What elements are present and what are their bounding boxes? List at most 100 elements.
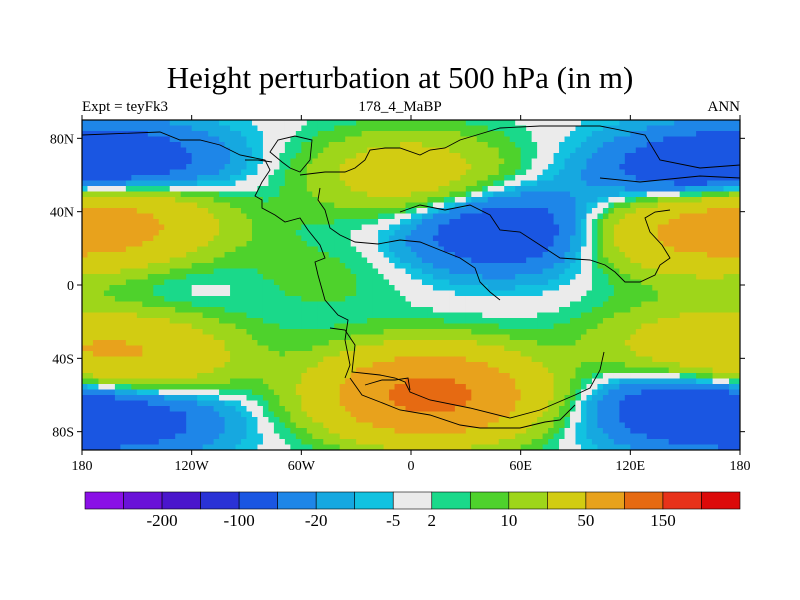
field-cell — [251, 202, 259, 209]
field-cell — [350, 241, 357, 248]
field-cell — [197, 312, 204, 319]
field-cell — [465, 213, 472, 220]
field-cell — [548, 219, 555, 226]
field-cell — [427, 268, 434, 275]
field-cell — [131, 252, 138, 259]
field-cell — [136, 307, 143, 314]
field-cell — [635, 334, 642, 341]
field-cell — [718, 147, 725, 154]
field-cell — [498, 224, 505, 231]
field-cell — [548, 180, 555, 187]
field-cell — [262, 312, 270, 319]
field-cell — [641, 296, 648, 303]
field-cell — [668, 186, 675, 193]
field-cell — [180, 120, 187, 127]
field-cell — [515, 301, 522, 308]
field-cell — [92, 224, 100, 231]
field-cell — [432, 323, 440, 330]
field-cell — [82, 263, 89, 270]
field-cell — [361, 285, 368, 292]
field-cell — [504, 307, 511, 314]
field-cell — [312, 120, 319, 127]
field-cell — [92, 213, 100, 220]
field-cell — [323, 345, 330, 352]
field-cell — [580, 153, 588, 160]
field-cell — [367, 213, 374, 220]
field-cell — [208, 279, 215, 286]
field-cell — [509, 153, 516, 160]
field-cell — [531, 208, 538, 215]
field-cell — [230, 208, 237, 215]
field-cell — [460, 158, 467, 165]
field-cell — [734, 142, 740, 149]
field-cell — [339, 186, 346, 193]
field-cell — [531, 164, 538, 171]
field-cell — [586, 274, 593, 281]
field-cell — [180, 224, 187, 231]
field-cell — [87, 142, 94, 149]
field-cell — [208, 285, 215, 292]
field-cell — [372, 268, 379, 275]
field-cell — [109, 136, 116, 143]
field-cell — [323, 224, 330, 231]
field-cell — [290, 235, 297, 242]
field-cell — [504, 208, 511, 215]
field-cell — [646, 235, 653, 242]
field-cell — [142, 197, 149, 204]
field-cell — [729, 318, 736, 325]
field-cell — [394, 285, 401, 292]
field-cell — [323, 268, 330, 275]
field-cell — [389, 285, 396, 292]
field-cell — [82, 274, 89, 281]
field-cell — [575, 120, 582, 127]
field-cell — [471, 197, 478, 204]
field-cell — [718, 175, 725, 182]
field-cell — [273, 241, 280, 248]
field-cell — [334, 208, 341, 215]
field-cell — [191, 164, 198, 171]
field-cell — [438, 169, 445, 176]
field-cell — [723, 197, 730, 204]
field-cell — [504, 296, 511, 303]
field-cell — [690, 202, 697, 209]
field-cell — [471, 175, 478, 182]
field-cell — [586, 208, 593, 215]
field-cell — [361, 345, 368, 352]
field-cell — [608, 246, 615, 253]
field-cell — [701, 285, 708, 292]
field-cell — [235, 169, 242, 176]
field-cell — [378, 131, 385, 138]
field-cell — [235, 307, 242, 314]
field-cell — [279, 241, 286, 248]
field-cell — [389, 191, 396, 198]
field-cell — [537, 323, 544, 330]
field-cell — [537, 197, 544, 204]
field-cell — [586, 230, 593, 237]
field-cell — [619, 131, 626, 138]
field-cell — [734, 197, 740, 204]
field-cell — [580, 246, 588, 253]
field-cell — [251, 191, 259, 198]
field-cell — [454, 131, 461, 138]
field-cell — [487, 318, 494, 325]
field-cell — [471, 125, 478, 132]
field-cell — [306, 252, 313, 259]
field-cell — [718, 323, 725, 330]
field-cell — [416, 318, 423, 325]
field-cell — [136, 257, 143, 264]
field-cell — [114, 334, 121, 341]
field-cell — [537, 257, 544, 264]
field-cell — [367, 263, 374, 270]
field-cell — [411, 318, 418, 325]
field-cell — [350, 213, 357, 220]
field-cell — [317, 241, 324, 248]
field-cell — [345, 125, 352, 132]
field-cell — [602, 153, 609, 160]
field-cell — [180, 301, 187, 308]
field-cell — [635, 312, 642, 319]
field-cell — [400, 213, 407, 220]
field-cell — [548, 120, 555, 127]
field-cell — [515, 274, 522, 281]
field-cell — [284, 197, 291, 204]
field-cell — [213, 230, 220, 237]
